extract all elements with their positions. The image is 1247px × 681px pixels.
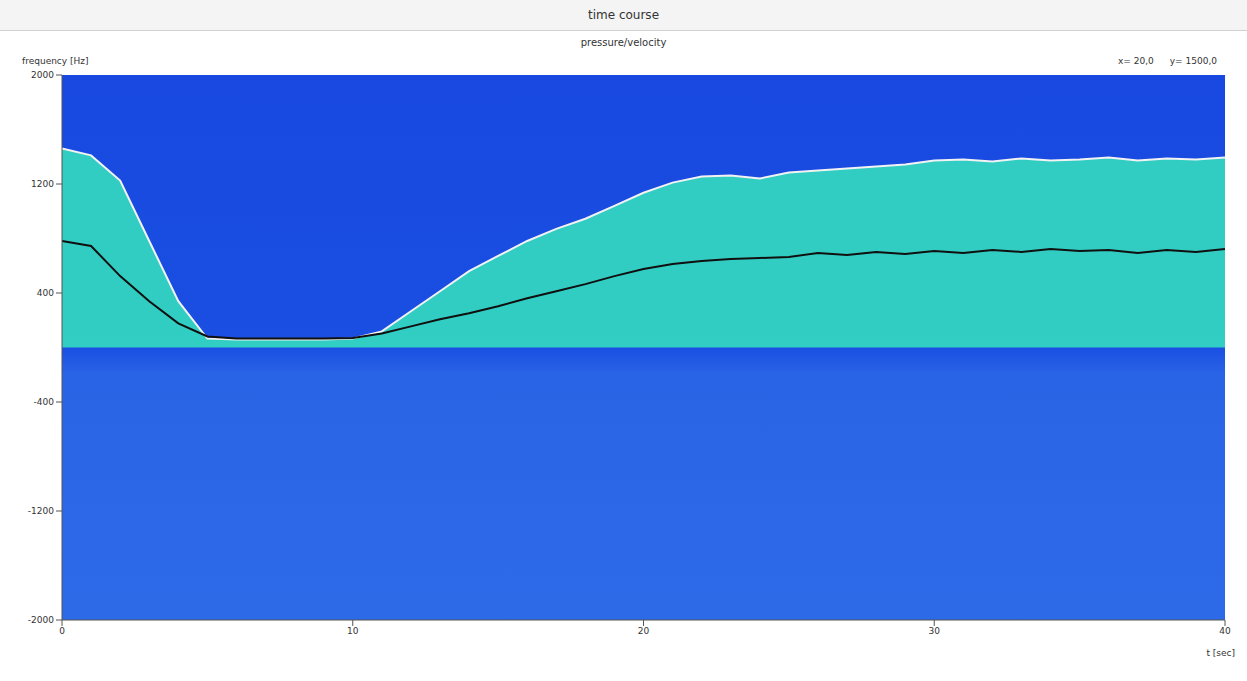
svg-text:20: 20	[638, 626, 650, 636]
svg-text:2000: 2000	[31, 70, 54, 80]
svg-text:1200: 1200	[31, 179, 54, 189]
html-text:x= 20,0: x= 20,0	[1118, 56, 1154, 66]
svg-text:-1200: -1200	[28, 506, 54, 516]
svg-text:10: 10	[347, 626, 359, 636]
svg-text:30: 30	[929, 626, 941, 636]
svg-text:-2000: -2000	[28, 615, 54, 625]
svg-text:-400: -400	[34, 397, 55, 407]
html-text:pressure/velocity: pressure/velocity	[580, 37, 667, 48]
svg-text:40: 40	[1219, 626, 1231, 636]
html-text:t [sec]: t [sec]	[1206, 648, 1235, 658]
svg-text:400: 400	[37, 288, 54, 298]
svg-text:0: 0	[59, 626, 65, 636]
html-text:y= 1500,0: y= 1500,0	[1169, 56, 1217, 66]
html-text:frequency [Hz]: frequency [Hz]	[22, 56, 89, 66]
html-text:time course: time course	[588, 8, 659, 22]
